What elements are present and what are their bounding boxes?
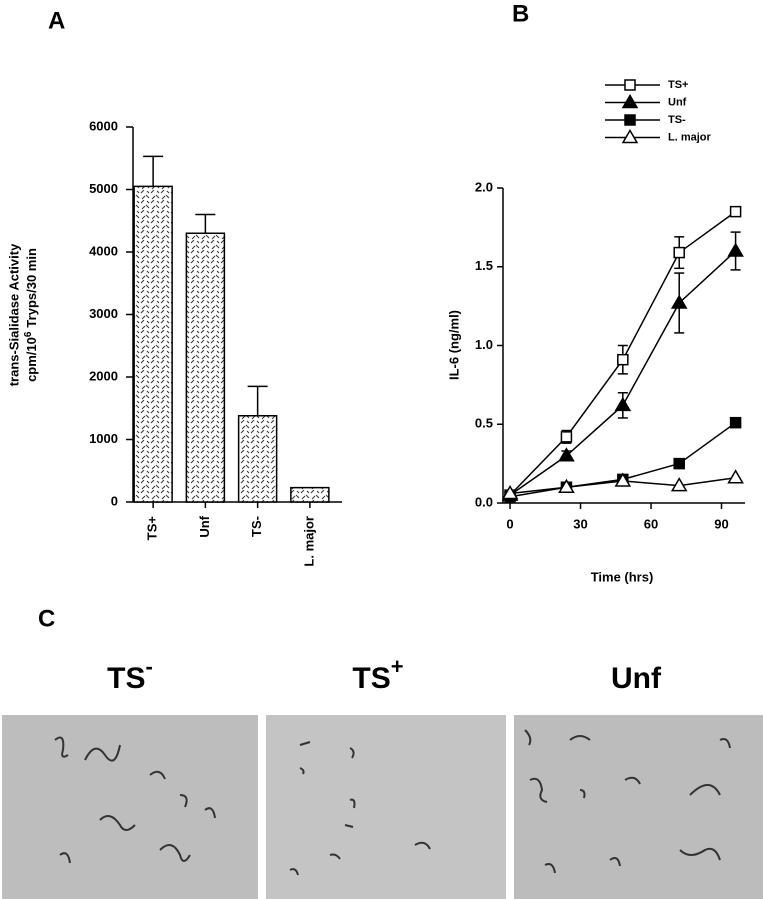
marker bbox=[621, 129, 639, 144]
x-axis-label: Time (hrs) bbox=[591, 569, 654, 584]
label-part: Tryps/30 min bbox=[24, 248, 39, 328]
marker bbox=[670, 294, 688, 309]
marker bbox=[624, 114, 636, 126]
y-tick-label: 1.0 bbox=[475, 337, 493, 352]
y-axis-label: cpm/106 Tryps/30 min bbox=[23, 248, 40, 382]
x-tick-label: 90 bbox=[714, 516, 728, 531]
bar bbox=[185, 232, 226, 503]
label-sup: + bbox=[391, 654, 404, 679]
y-tick-label: 6000 bbox=[89, 118, 118, 133]
label-text: TS bbox=[107, 662, 145, 695]
x-tick-label: L. major bbox=[301, 516, 316, 567]
legend-label: Unf bbox=[668, 96, 687, 108]
error-bar bbox=[143, 155, 164, 187]
marker bbox=[729, 416, 742, 429]
marker bbox=[614, 396, 632, 412]
legend-label: TS+ bbox=[668, 79, 688, 91]
photo-label: Unf bbox=[611, 662, 662, 695]
bar bbox=[133, 185, 173, 503]
marker bbox=[727, 242, 744, 257]
y-axis-label: IL-6 (ng/ml) bbox=[446, 310, 461, 380]
y-tick-label: 3000 bbox=[89, 306, 118, 321]
panel-letter: B bbox=[512, 0, 529, 27]
bar bbox=[237, 415, 278, 503]
marker bbox=[729, 205, 742, 218]
legend-label: TS- bbox=[668, 114, 686, 126]
marker bbox=[501, 485, 519, 500]
marker bbox=[617, 353, 629, 366]
label-part: cpm/10 bbox=[24, 337, 39, 382]
y-tick-label: 0 bbox=[111, 493, 118, 508]
y-tick-label: 0.5 bbox=[475, 416, 493, 431]
marker bbox=[560, 431, 573, 443]
y-tick-label: 0.0 bbox=[475, 494, 493, 509]
marker bbox=[614, 472, 632, 487]
photo-label: TS+ bbox=[352, 654, 403, 695]
x-tick-label: TS+ bbox=[145, 516, 160, 541]
marker bbox=[624, 79, 636, 91]
y-tick-label: 2.0 bbox=[475, 179, 493, 194]
marker bbox=[558, 447, 575, 462]
bar bbox=[290, 486, 330, 503]
y-axis-label: trans-Sialidase Activity bbox=[6, 243, 21, 386]
label-sup: 6 bbox=[23, 331, 34, 337]
x-tick-label: 30 bbox=[573, 516, 587, 531]
error-bar bbox=[247, 385, 268, 416]
y-tick-label: 4000 bbox=[89, 243, 118, 258]
y-tick-label: 1000 bbox=[89, 431, 118, 446]
marker bbox=[727, 469, 744, 484]
label-text: Unf bbox=[611, 662, 662, 695]
photo bbox=[514, 715, 763, 899]
marker bbox=[558, 478, 575, 493]
label-sup: - bbox=[146, 654, 153, 679]
x-tick-label: 0 bbox=[506, 516, 513, 531]
x-tick-label: Unf bbox=[197, 515, 212, 537]
photo-label: TS- bbox=[107, 654, 153, 695]
marker bbox=[673, 246, 685, 259]
x-tick-label: TS- bbox=[249, 516, 264, 537]
legend-label: L. major bbox=[668, 131, 712, 143]
marker bbox=[673, 457, 685, 470]
error-bar bbox=[195, 213, 216, 234]
x-tick-label: 60 bbox=[644, 516, 658, 531]
photos bbox=[2, 715, 763, 899]
panel-letter: C bbox=[38, 605, 55, 632]
y-tick-label: 5000 bbox=[89, 181, 118, 196]
label-text: TS bbox=[352, 662, 390, 695]
marker bbox=[621, 94, 639, 109]
y-tick-label: 1.5 bbox=[475, 258, 493, 273]
photo bbox=[266, 715, 506, 899]
panel-letter: A bbox=[48, 7, 65, 34]
photo bbox=[2, 715, 258, 899]
marker bbox=[670, 477, 688, 492]
cells bbox=[54, 729, 731, 876]
y-tick-label: 2000 bbox=[89, 368, 118, 383]
